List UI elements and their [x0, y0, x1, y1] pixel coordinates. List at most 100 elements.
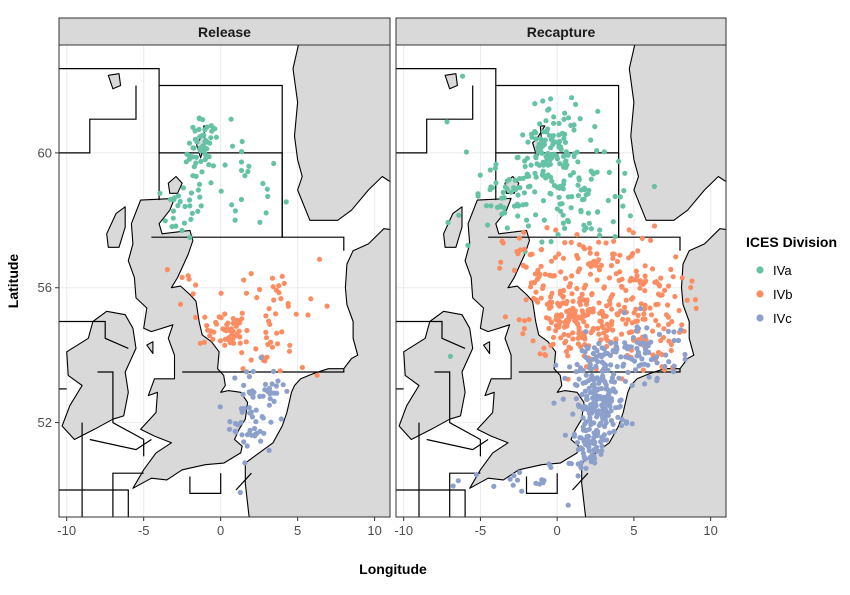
recapture-point-iva — [536, 162, 543, 168]
recapture-point-ivb — [570, 336, 576, 342]
recapture-point-iva — [612, 234, 618, 240]
recapture-point-ivb — [511, 267, 518, 273]
recapture-point-ivb — [626, 227, 632, 233]
release-point-iva — [187, 203, 193, 209]
recapture-point-ivb — [596, 331, 602, 337]
release-point-ivb — [228, 328, 234, 334]
recapture-point-ivc — [584, 433, 590, 440]
recapture-point-ivc — [586, 410, 593, 417]
recapture-point-ivc — [551, 400, 557, 406]
ices-boundary — [189, 473, 222, 494]
recapture-point-iva — [540, 98, 546, 104]
recapture-point-iva — [540, 129, 547, 135]
release-point-ivb — [264, 354, 270, 360]
recapture-point-ivb — [679, 275, 685, 281]
recapture-point-ivc — [594, 432, 600, 439]
recapture-point-ivb — [628, 253, 635, 259]
recapture-point-ivb — [535, 299, 541, 305]
release-point-iva — [180, 185, 186, 191]
recapture-point-ivb — [566, 344, 572, 350]
release-point-iva — [192, 136, 198, 142]
recapture-point-ivb — [522, 318, 528, 324]
recapture-point-ivc — [587, 362, 593, 368]
recapture-point-ivb — [616, 302, 622, 308]
release-point-ivb — [273, 287, 279, 293]
ices-boundary — [59, 68, 160, 86]
recapture-point-ivc — [665, 328, 672, 334]
recapture-point-ivb — [632, 318, 639, 324]
release-point-ivc — [226, 426, 233, 432]
recapture-point-ivc — [621, 361, 627, 367]
recapture-point-iva — [548, 239, 554, 245]
release-point-ivb — [240, 366, 246, 372]
recapture-point-iva — [617, 194, 623, 200]
recapture-point-ivc — [519, 488, 525, 494]
release-point-ivb — [190, 291, 196, 297]
release-point-ivc — [241, 382, 247, 388]
recapture-point-ivc — [611, 371, 617, 377]
recapture-point-ivc — [582, 388, 588, 394]
recapture-point-ivc — [511, 473, 517, 479]
recapture-point-ivc — [591, 345, 598, 351]
release-point-ivb — [267, 321, 273, 327]
release-point-ivb — [276, 283, 282, 289]
release-point-ivc — [252, 433, 258, 439]
land-orkney — [167, 175, 183, 194]
release-point-iva — [246, 163, 252, 169]
recapture-point-ivb — [530, 338, 536, 344]
release-point-ivc — [280, 382, 286, 388]
recapture-point-ivc — [592, 392, 598, 398]
recapture-point-iva — [612, 193, 618, 200]
recapture-point-iva — [565, 194, 572, 200]
release-point-ivb — [266, 306, 272, 312]
recapture-point-ivc — [608, 362, 614, 368]
recapture-point-ivb — [592, 262, 599, 268]
recapture-point-ivb — [587, 260, 593, 266]
recapture-point-ivb — [596, 239, 602, 245]
recapture-point-ivb — [623, 287, 629, 293]
recapture-point-ivb — [563, 348, 570, 355]
recapture-point-ivc — [566, 460, 572, 466]
release-point-ivc — [232, 375, 238, 381]
recapture-point-iva — [576, 177, 582, 183]
recapture-point-iva — [524, 217, 530, 223]
recapture-point-ivb — [619, 331, 625, 337]
recapture-point-ivb — [521, 326, 528, 332]
release-point-ivc — [257, 393, 263, 399]
recapture-point-ivc — [576, 376, 582, 382]
recapture-point-iva — [571, 127, 577, 133]
release-point-iva — [265, 193, 271, 200]
recapture-point-iva — [581, 227, 587, 233]
recapture-point-iva — [557, 138, 563, 144]
recapture-point-iva — [544, 156, 550, 162]
recapture-point-ivb — [563, 338, 569, 344]
release-point-ivb — [220, 326, 226, 332]
recapture-point-ivc — [590, 350, 597, 357]
ices-boundary — [396, 85, 474, 154]
recapture-point-iva — [517, 176, 523, 182]
recapture-point-ivc — [601, 423, 608, 430]
recapture-point-ivb — [550, 334, 557, 341]
recapture-point-ivc — [588, 422, 594, 428]
release-point-iva — [170, 215, 176, 221]
recapture-x-tick-label: 10 — [703, 523, 717, 538]
recapture-point-ivb — [599, 308, 605, 314]
strip-recapture — [395, 17, 727, 46]
recapture-point-ivb — [655, 322, 662, 328]
recapture-point-ivc — [631, 358, 638, 364]
recapture-point-iva — [575, 159, 581, 165]
release-point-ivc — [262, 381, 269, 387]
recapture-point-ivc — [634, 345, 640, 352]
recapture-point-ivc — [514, 477, 521, 483]
recapture-point-ivb — [648, 237, 654, 243]
recapture-point-ivb — [564, 298, 570, 305]
release-point-ivb — [271, 297, 277, 303]
ices-boundary — [159, 84, 345, 251]
recapture-point-ivc — [455, 478, 461, 484]
recapture-point-ivb — [561, 287, 567, 294]
recapture-point-iva — [488, 203, 494, 209]
recapture-point-ivb — [623, 321, 629, 327]
recapture-x-tick-label: 0 — [554, 523, 561, 538]
recapture-point-iva — [502, 210, 508, 216]
